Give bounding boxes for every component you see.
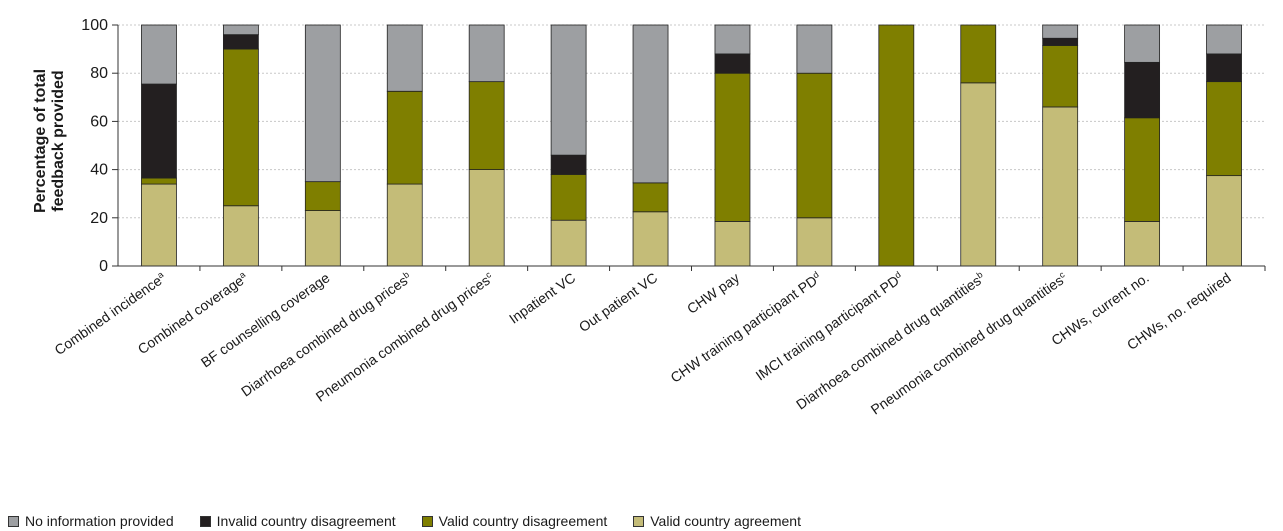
- y-tick-label: 20: [90, 210, 108, 227]
- bar-segment: [386, 183, 423, 267]
- legend-label: Valid country disagreement: [438, 513, 608, 529]
- bar-segment: [141, 24, 177, 85]
- bar-segment: [714, 72, 751, 222]
- bar-segment: [141, 177, 177, 185]
- y-axis-label-line-1: Percentage of total: [32, 69, 49, 213]
- gridlines: [118, 24, 1265, 219]
- legend-swatch: [199, 515, 211, 527]
- y-axis-label-line-2: feedback provided: [50, 70, 67, 211]
- bar-segment: [304, 181, 341, 211]
- bar-segment: [632, 182, 669, 213]
- bar-segment: [960, 82, 997, 267]
- legend-item: Valid country agreement: [633, 513, 801, 529]
- bar-segment: [632, 211, 669, 267]
- x-tick-label: IMCI training participant PDd: [753, 269, 907, 383]
- x-tick-label: Inpatient VC: [506, 269, 578, 326]
- bar-segment: [878, 24, 915, 267]
- bar-segment: [1124, 117, 1161, 222]
- bars: [141, 24, 1242, 267]
- bar-segment: [222, 24, 259, 36]
- legend-swatch: [8, 515, 19, 527]
- x-tick-label: CHW pay: [684, 269, 742, 316]
- bar-segment: [386, 90, 423, 185]
- bar-segment: [141, 83, 177, 179]
- legend-item: No information provided: [8, 513, 174, 529]
- bar-segment: [1042, 37, 1079, 46]
- bar-segment: [222, 48, 259, 207]
- bar-segment: [304, 24, 341, 183]
- bar-segment: [1206, 81, 1242, 177]
- legend-item: Valid country disagreement: [421, 513, 608, 529]
- y-tick-labels: 0 20 40 60 80 100: [81, 17, 108, 275]
- bar-segment: [1042, 106, 1079, 267]
- bar-segment: [1124, 24, 1161, 63]
- bar-segment: [1124, 221, 1161, 267]
- bar-segment: [796, 24, 833, 74]
- legend-item: Invalid country disagreement: [199, 513, 396, 529]
- bar-segment: [468, 81, 505, 170]
- legend-label: No information provided: [25, 513, 174, 529]
- bar-segment: [550, 24, 587, 156]
- legend-swatch: [633, 515, 645, 527]
- legend-label: Invalid country disagreement: [216, 513, 396, 529]
- x-tick-label: Out patient VC: [576, 269, 660, 335]
- y-tick-label: 60: [90, 113, 108, 130]
- bar-segment: [632, 24, 669, 184]
- bar-segment: [714, 24, 751, 55]
- bar-segment: [550, 174, 587, 221]
- bar-segment: [550, 219, 587, 267]
- bar-segment: [468, 169, 505, 267]
- axes: [112, 24, 1266, 271]
- bar-segment: [960, 24, 997, 84]
- y-tick-label: 100: [81, 17, 108, 34]
- legend-label: Valid country agreement: [650, 513, 801, 529]
- x-tick-label: CHW training participant PDd: [667, 269, 824, 385]
- bar-segment: [796, 72, 833, 219]
- bar-segment: [304, 210, 341, 267]
- bar-segment: [1206, 24, 1242, 55]
- bar-segment: [222, 205, 259, 267]
- x-tick-label: Pneumonia combined drug pricesc: [313, 269, 497, 405]
- bar-segment: [141, 183, 177, 267]
- bar-segment: [1206, 53, 1242, 83]
- stacked-bar-chart: 0 20 40 60 80 100 Combined incidenceaCombined…: [32, 17, 1266, 418]
- bar-segment: [1042, 45, 1079, 108]
- bar-segment: [1124, 61, 1161, 119]
- legend-swatch: [421, 515, 433, 527]
- y-tick-label: 0: [99, 258, 108, 275]
- x-tick-label: BF counselling coverage: [198, 269, 333, 370]
- bar-segment: [222, 34, 259, 50]
- y-tick-label: 80: [90, 65, 108, 82]
- bar-segment: [1206, 175, 1242, 267]
- bar-segment: [386, 24, 423, 92]
- bar-segment: [550, 154, 587, 175]
- bar-segment: [1042, 24, 1079, 39]
- x-tick-label: Diarrhoea combined drug pricesb: [238, 269, 414, 399]
- bar-segment: [714, 221, 751, 267]
- y-tick-label: 40: [90, 162, 108, 179]
- bar-segment: [714, 53, 751, 74]
- bar-segment: [468, 24, 505, 83]
- legend: No information provided Invalid country d…: [8, 513, 827, 529]
- bar-segment: [796, 217, 833, 267]
